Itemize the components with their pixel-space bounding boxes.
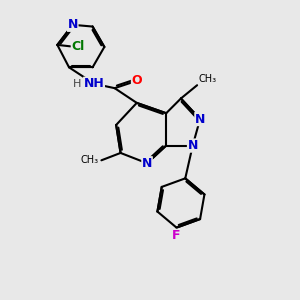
Text: O: O (131, 74, 142, 87)
Text: Cl: Cl (71, 40, 85, 53)
Text: CH₃: CH₃ (199, 74, 217, 84)
Text: F: F (172, 230, 181, 242)
Text: N: N (142, 157, 152, 170)
Text: N: N (188, 139, 198, 152)
Text: H: H (72, 79, 81, 89)
Text: NH: NH (84, 77, 104, 90)
Text: N: N (195, 112, 205, 126)
Text: N: N (68, 18, 78, 31)
Text: CH₃: CH₃ (80, 155, 98, 165)
